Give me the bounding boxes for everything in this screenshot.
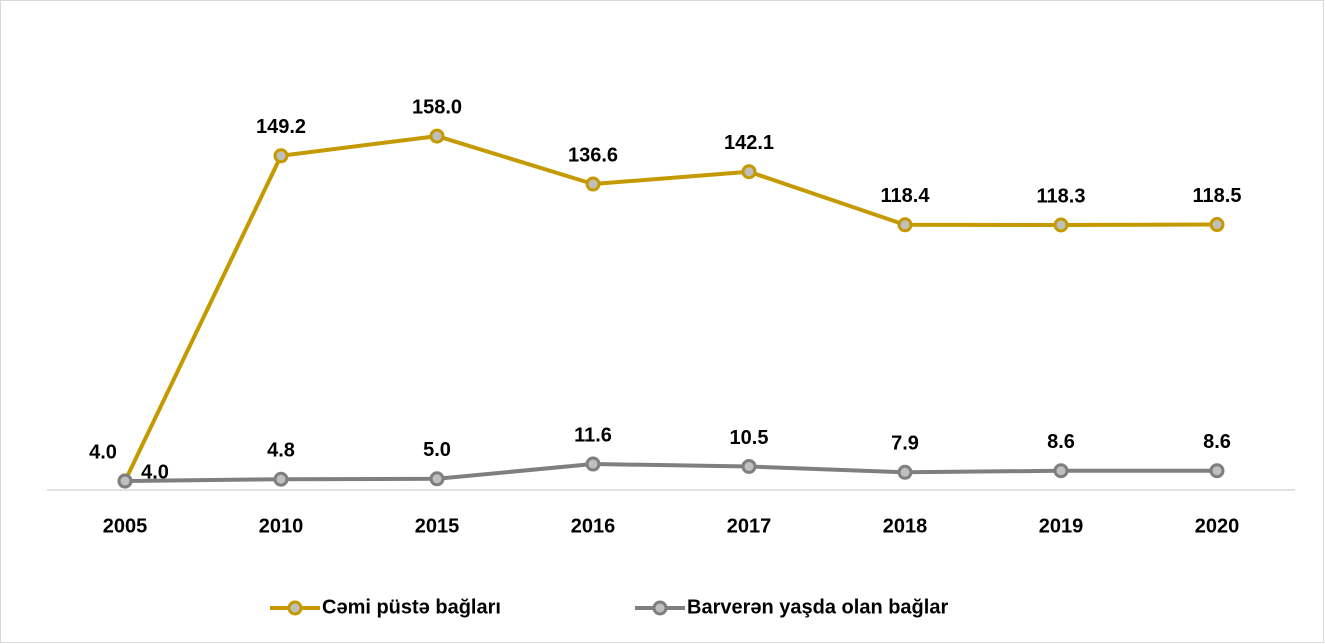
point (1053, 217, 1069, 233)
point (1209, 463, 1225, 479)
x-tick-label: 2017 (727, 515, 772, 537)
x-tick-label: 2020 (1195, 515, 1240, 537)
data-label: 4.0 (89, 441, 117, 463)
point (585, 456, 601, 472)
x-tick-label: 2005 (103, 515, 148, 537)
point (273, 148, 289, 164)
legend-marker (287, 600, 303, 616)
legend-label: Cəmi püstə bağları (322, 596, 501, 618)
data-label: 142.1 (724, 132, 774, 154)
point (741, 164, 757, 180)
data-label: 5.0 (423, 439, 451, 461)
data-label: 4.8 (267, 440, 295, 462)
data-label: 149.2 (256, 116, 306, 138)
data-label: 8.6 (1203, 431, 1231, 453)
data-label: 4.0 (141, 461, 169, 483)
point (585, 176, 601, 192)
data-label: 136.6 (568, 144, 618, 166)
x-tick-label: 2010 (259, 515, 304, 537)
data-label: 118.4 (881, 185, 931, 207)
data-label: 11.6 (574, 424, 612, 446)
series-line (124, 462, 1217, 484)
series-line (123, 134, 1218, 482)
point (1053, 463, 1069, 479)
data-label: 7.9 (891, 433, 919, 455)
point (897, 464, 913, 480)
x-tick-label: 2016 (571, 515, 616, 537)
point (117, 473, 133, 489)
x-tick-label: 2015 (415, 515, 460, 537)
data-label: 10.5 (730, 427, 769, 449)
point (429, 128, 445, 144)
data-label: 118.5 (1193, 185, 1242, 207)
point (741, 458, 757, 474)
x-tick-label: 2019 (1039, 515, 1084, 537)
point (897, 217, 913, 233)
point (429, 471, 445, 487)
x-tick-label: 2018 (883, 515, 928, 537)
point (273, 471, 289, 487)
legend-label: Barverən yaşda olan bağlar (687, 596, 948, 618)
data-label: 8.6 (1047, 431, 1075, 453)
legend-marker (652, 600, 668, 616)
data-label: 158.0 (412, 96, 462, 118)
data-label: 118.3 (1037, 185, 1086, 207)
point (1209, 217, 1225, 233)
